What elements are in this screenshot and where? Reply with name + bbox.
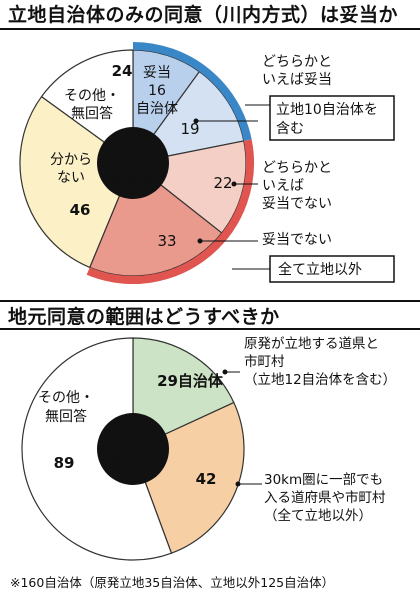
callout-30km-zone-text-2: 入る道府県や市町村 <box>264 489 386 506</box>
callout-prefecture-municipality-text-3: （立地12自治体を含む） <box>244 372 396 388</box>
callout-disapprove-somewhat-text-3: 妥当でない <box>262 196 332 212</box>
label-other2-1: その他・ <box>38 390 94 406</box>
bracket-box-includes-siting <box>269 95 395 141</box>
center-total-1: 160 <box>112 427 154 451</box>
callout-prefecture-municipality-text-2: 市町村 <box>244 353 285 370</box>
value-30km-zone-1: 42 <box>196 470 217 488</box>
bracket-includes-siting-2: 含む <box>276 121 304 137</box>
label-approve-1: 妥当 <box>143 65 171 81</box>
bracket-box-all-non-siting <box>269 255 395 283</box>
center-unit-1: 自治体 <box>110 168 156 186</box>
callout-30km-zone-text-3: （全て立地以外） <box>264 507 372 524</box>
label-approve-3: 自治体 <box>136 101 178 117</box>
value-disapprove-1: 33 <box>157 232 176 250</box>
center-unit-1: 自治体 <box>110 454 156 472</box>
label-other-2: 無回答 <box>71 105 113 122</box>
label-approve-2: 16 <box>148 83 166 99</box>
label-other-1: その他・ <box>64 88 120 104</box>
callout-prefecture-municipality-text-1: 原発が立地する道県と <box>244 336 379 352</box>
bracket-includes-siting-1: 立地10自治体を <box>276 102 378 118</box>
callout-approve-somewhat-text-2: いえば妥当 <box>262 72 332 88</box>
pie-slice-prefecture-municipality <box>132 337 235 450</box>
value-other2-1: 89 <box>54 454 75 472</box>
value-unknown-1: 46 <box>70 201 91 219</box>
callout-disapprove-somewhat-text-1: どちらかと <box>262 160 332 176</box>
center-disc <box>97 127 169 199</box>
arc-red-disapprove <box>86 139 254 284</box>
callout-approve-somewhat-text-1: どちらかと <box>262 54 332 70</box>
section1-title: 立地自治体のみの同意（川内方式）は妥当か <box>0 0 420 30</box>
value-disapprove-somewhat-1: 22 <box>213 174 232 192</box>
center-total-1: 160 <box>112 141 154 165</box>
bracket-all-non-siting-1: 全て立地以外 <box>278 261 362 278</box>
value-other-1: 24 <box>112 62 133 80</box>
value-approve-somewhat-1: 19 <box>180 120 199 138</box>
label-unknown-2: ない <box>57 170 85 186</box>
label-other2-2: 無回答 <box>45 408 87 425</box>
arc-blue-approve <box>132 42 252 141</box>
label-unknown-1: 分から <box>50 152 92 168</box>
pie-slice-unknown <box>19 95 134 269</box>
center-disc <box>97 413 169 485</box>
pie-slice-other <box>40 49 134 165</box>
section2-title: 地元同意の範囲はどうすべきか <box>0 300 420 330</box>
footnote: ※160自治体（原発立地35自治体、立地以外125自治体） <box>10 575 335 590</box>
callout-disapprove-somewhat-text-2: いえば <box>262 178 304 194</box>
pie-slice-other <box>21 337 173 561</box>
value-prefecture-municipality-1: 29自治体 <box>157 372 224 390</box>
callout-disapprove-text-1: 妥当でない <box>262 232 332 248</box>
callout-30km-zone-text-1: 30km圏に一部でも <box>264 472 383 488</box>
